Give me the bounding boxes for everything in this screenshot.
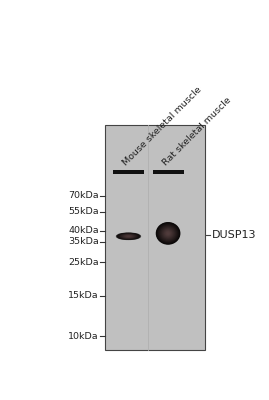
- Ellipse shape: [158, 224, 178, 242]
- Ellipse shape: [157, 223, 179, 244]
- Ellipse shape: [120, 234, 137, 238]
- Ellipse shape: [168, 233, 169, 234]
- Ellipse shape: [161, 226, 176, 240]
- Ellipse shape: [157, 224, 179, 243]
- Ellipse shape: [167, 232, 169, 235]
- Text: Mouse skeletal muscle: Mouse skeletal muscle: [121, 85, 203, 167]
- Bar: [104, 125, 204, 350]
- Ellipse shape: [162, 228, 174, 238]
- Ellipse shape: [158, 224, 178, 243]
- Ellipse shape: [124, 235, 133, 238]
- Text: 35kDa: 35kDa: [68, 238, 99, 246]
- Ellipse shape: [122, 235, 135, 238]
- Ellipse shape: [116, 233, 140, 240]
- Ellipse shape: [119, 234, 138, 239]
- Ellipse shape: [125, 236, 132, 237]
- Ellipse shape: [120, 234, 137, 238]
- Text: 55kDa: 55kDa: [68, 207, 99, 216]
- Ellipse shape: [164, 230, 172, 237]
- Ellipse shape: [122, 234, 135, 238]
- Ellipse shape: [123, 235, 134, 238]
- Text: Rat skeletal muscle: Rat skeletal muscle: [161, 95, 233, 167]
- Text: 15kDa: 15kDa: [68, 291, 99, 300]
- Ellipse shape: [162, 228, 174, 239]
- Ellipse shape: [163, 229, 173, 238]
- Ellipse shape: [164, 229, 173, 238]
- Ellipse shape: [126, 236, 130, 237]
- Ellipse shape: [118, 233, 140, 239]
- Ellipse shape: [121, 234, 136, 238]
- Ellipse shape: [167, 232, 169, 234]
- Ellipse shape: [119, 234, 137, 239]
- Text: DUSP13: DUSP13: [212, 230, 256, 240]
- Ellipse shape: [166, 231, 171, 236]
- Text: 70kDa: 70kDa: [68, 191, 99, 200]
- Bar: [113, 170, 144, 174]
- Ellipse shape: [156, 223, 180, 244]
- Ellipse shape: [127, 236, 130, 237]
- Ellipse shape: [165, 230, 171, 236]
- Ellipse shape: [165, 231, 171, 236]
- Bar: [153, 170, 183, 174]
- Ellipse shape: [118, 234, 139, 239]
- Ellipse shape: [118, 234, 139, 239]
- Ellipse shape: [117, 233, 140, 239]
- Ellipse shape: [126, 236, 131, 237]
- Ellipse shape: [164, 230, 172, 237]
- Ellipse shape: [121, 234, 136, 238]
- Ellipse shape: [126, 236, 131, 237]
- Ellipse shape: [166, 232, 170, 235]
- Ellipse shape: [160, 226, 176, 241]
- Text: 25kDa: 25kDa: [68, 258, 99, 267]
- Ellipse shape: [160, 226, 176, 241]
- Ellipse shape: [159, 225, 178, 242]
- Ellipse shape: [162, 227, 175, 239]
- Text: 40kDa: 40kDa: [68, 226, 99, 235]
- Text: 10kDa: 10kDa: [68, 332, 99, 341]
- Ellipse shape: [161, 227, 175, 240]
- Ellipse shape: [123, 235, 134, 238]
- Ellipse shape: [124, 235, 133, 238]
- Ellipse shape: [159, 225, 177, 242]
- Ellipse shape: [125, 235, 132, 237]
